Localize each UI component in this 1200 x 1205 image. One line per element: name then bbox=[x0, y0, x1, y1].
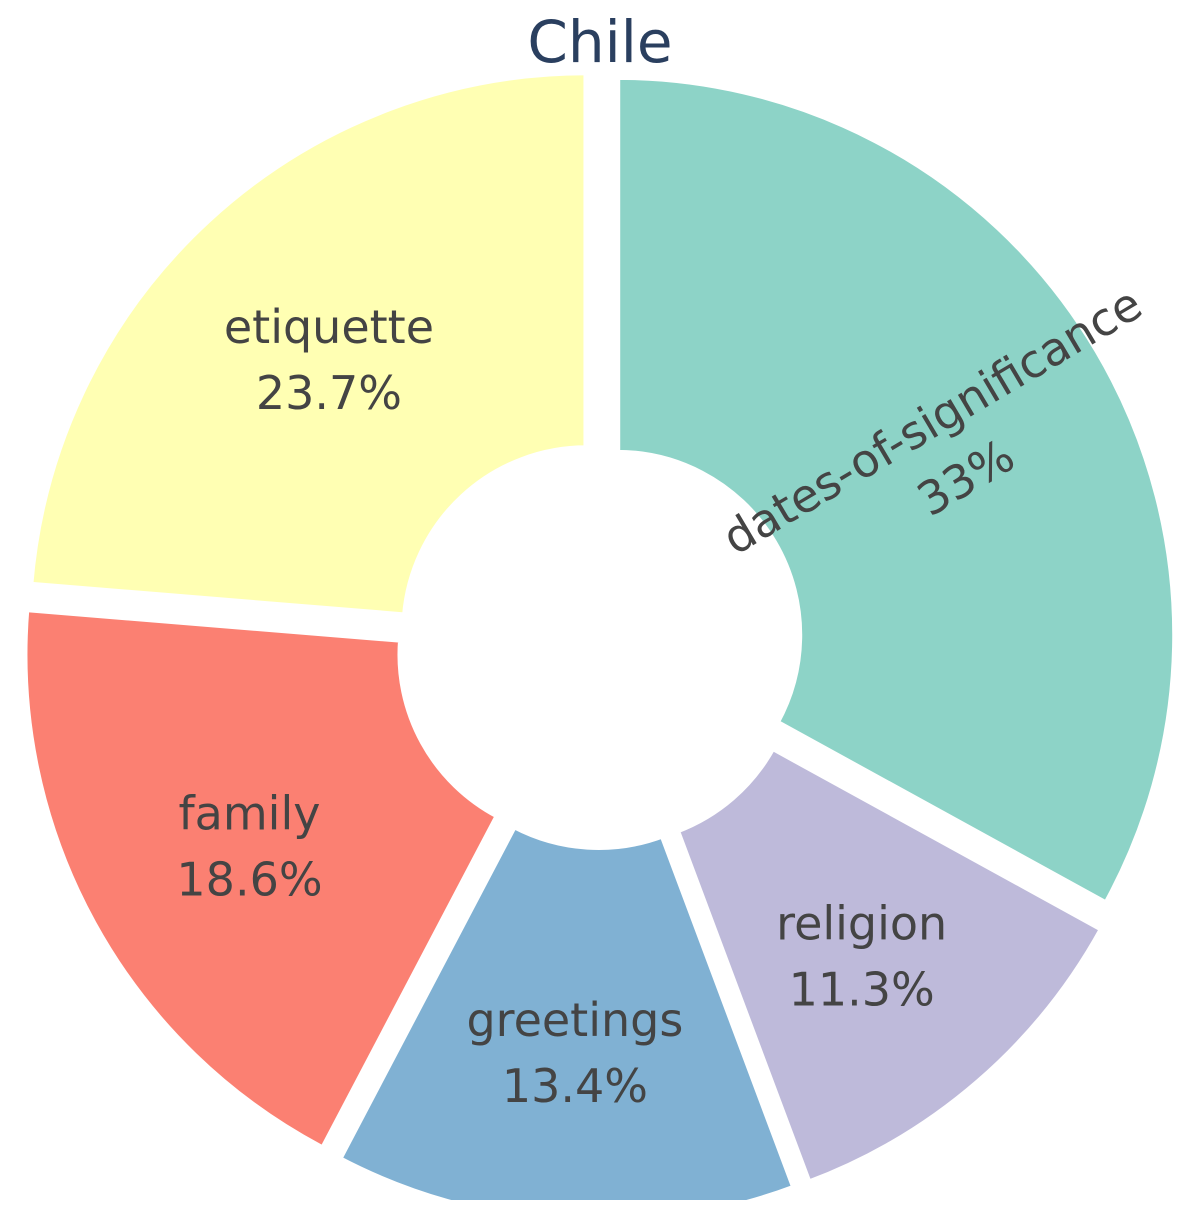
slice-percent-label: 13.4% bbox=[502, 1059, 648, 1113]
slice-category-label: family bbox=[178, 787, 320, 841]
slice-label-etiquette: etiquette 23.7% bbox=[224, 300, 434, 420]
slice-category-label: religion bbox=[776, 897, 947, 951]
slice-percent-label: 23.7% bbox=[256, 366, 402, 420]
slice-family bbox=[21, 605, 502, 1153]
slice-percent-label: 11.3% bbox=[789, 963, 935, 1017]
slice-greetings bbox=[335, 822, 799, 1205]
slice-label-greetings: greetings 13.4% bbox=[466, 993, 683, 1113]
slice-percent-label: 18.6% bbox=[176, 853, 322, 907]
slice-category-label: etiquette bbox=[224, 300, 434, 354]
slice-dates-of-significance bbox=[614, 73, 1179, 908]
slice-religion bbox=[673, 743, 1107, 1187]
slice-label-religion: religion 11.3% bbox=[776, 897, 947, 1017]
chart-title: Chile bbox=[527, 8, 673, 76]
slice-label-family: family 18.6% bbox=[176, 787, 322, 907]
slice-category-label: greetings bbox=[466, 993, 683, 1047]
slice-etiquette bbox=[27, 69, 590, 619]
